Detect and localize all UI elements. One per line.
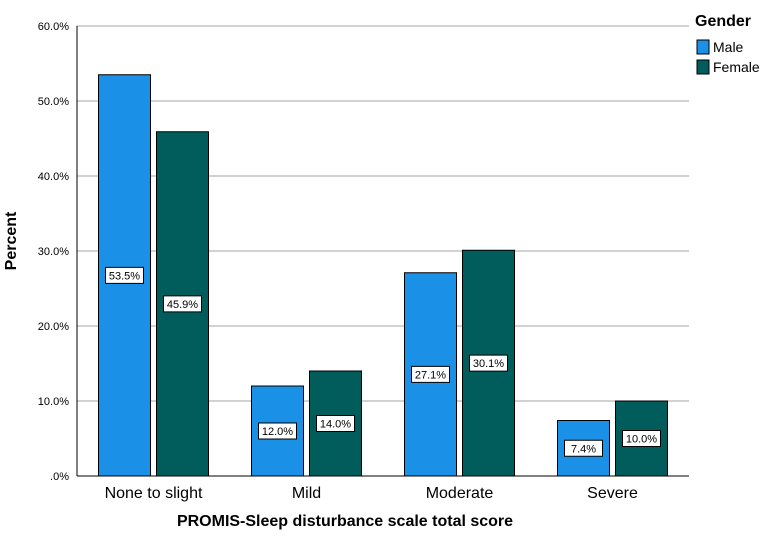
y-tick-label: .0%	[50, 471, 69, 483]
x-axis-title: PROMIS-Sleep disturbance scale total sco…	[177, 513, 513, 530]
legend-title: Gender	[695, 13, 751, 30]
x-category-label: Severe	[587, 485, 638, 502]
data-label-box	[564, 439, 603, 457]
data-label: 10.0%	[626, 434, 657, 446]
y-tick-label: 40.0%	[38, 171, 69, 183]
x-category-label: None to slight	[105, 485, 203, 502]
y-axis-ticks: .0% 10.0% 20.0% 30.0% 40.0% 50.0% 60.0%	[38, 21, 69, 483]
y-tick-label: 60.0%	[38, 21, 69, 33]
data-label-box	[622, 430, 661, 447]
y-tick-label: 10.0%	[38, 396, 69, 408]
data-label: 53.5%	[109, 270, 140, 282]
data-label: 7.4%	[571, 443, 596, 455]
y-tick-label: 30.0%	[38, 246, 69, 258]
legend-label-female: Female	[713, 59, 760, 75]
data-label: 14.0%	[320, 419, 351, 431]
x-axis-categories: None to slight Mild Moderate Severe	[105, 485, 638, 502]
legend-label-male: Male	[713, 39, 744, 55]
y-tick-label: 20.0%	[38, 321, 69, 333]
x-category-label: Moderate	[426, 485, 494, 502]
data-label-box	[105, 266, 144, 284]
data-label-box	[258, 422, 297, 440]
data-label-box	[411, 365, 450, 383]
y-axis-title: Percent	[3, 211, 20, 270]
data-label: 30.1%	[473, 358, 504, 370]
legend: Gender Male Female	[695, 13, 760, 75]
x-category-label: Mild	[292, 485, 321, 502]
data-label-box	[163, 295, 202, 313]
bars: 53.5% 45.9% 12.0% 14.0% 27.1% 30.1% 7.4% 10.0%	[98, 74, 668, 477]
legend-swatch-female	[696, 59, 710, 75]
y-tick-label: 50.0%	[38, 96, 69, 108]
legend-swatch-male	[696, 39, 710, 55]
data-label-box	[316, 415, 355, 432]
data-label: 27.1%	[415, 369, 446, 381]
data-label: 12.0%	[262, 426, 293, 438]
data-label: 45.9%	[167, 299, 198, 311]
data-label-box	[469, 354, 508, 372]
